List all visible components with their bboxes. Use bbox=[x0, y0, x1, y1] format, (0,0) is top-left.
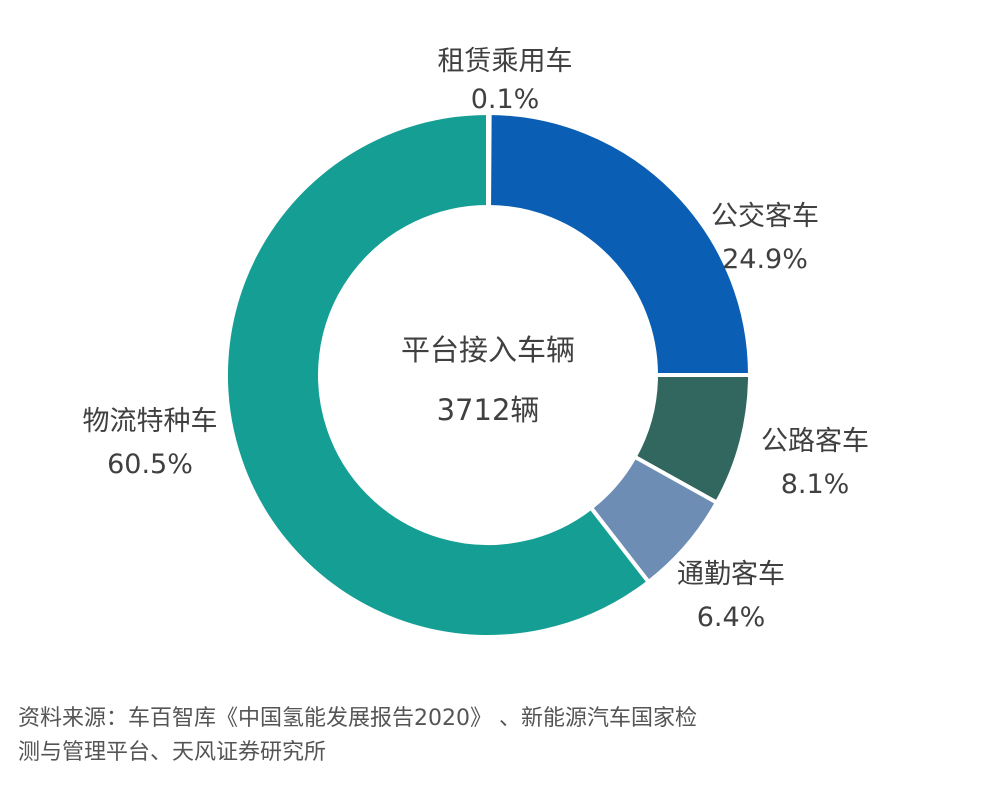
source-line-2: 测与管理平台、天风证券研究所 bbox=[18, 740, 327, 765]
slice-label-name-2: 公路客车 bbox=[761, 426, 869, 457]
slice-label-value-1: 24.9% bbox=[722, 244, 808, 275]
slice-labels-group: 租赁乘用车 0.1% 公交客车 24.9% 公路客车 8.1% 通勤客车 6.4% 物流特种车 6… bbox=[83, 46, 870, 633]
slices-group bbox=[224, 110, 753, 639]
source-line-1: 资料来源：车百智库《中国氢能发展报告2020》 、新能源汽车国家检 bbox=[18, 706, 697, 731]
slice-label-name-0: 租赁乘用车 bbox=[438, 46, 573, 77]
slice-label-value-2: 8.1% bbox=[781, 469, 850, 500]
donut-chart: 租赁乘用车 0.1% 公交客车 24.9% 公路客车 8.1% 通勤客车 6.4% 物流特种车 6… bbox=[83, 46, 870, 639]
slice-label-name-3: 通勤客车 bbox=[677, 559, 785, 590]
slice-label-value-0: 0.1% bbox=[471, 84, 540, 115]
source-note: 资料来源：车百智库《中国氢能发展报告2020》 、新能源汽车国家检 测与管理平台… bbox=[18, 702, 978, 770]
slice-label-value-4: 60.5% bbox=[107, 449, 193, 480]
center-label-line1: 平台接入车辆 bbox=[401, 333, 575, 367]
center-label-line2: 3712辆 bbox=[437, 393, 540, 427]
slice-4 bbox=[224, 110, 652, 639]
slice-label-name-1: 公交客车 bbox=[711, 201, 819, 232]
slice-label-name-4: 物流特种车 bbox=[83, 406, 218, 437]
slice-1 bbox=[487, 110, 753, 377]
slice-label-value-3: 6.4% bbox=[697, 602, 766, 633]
